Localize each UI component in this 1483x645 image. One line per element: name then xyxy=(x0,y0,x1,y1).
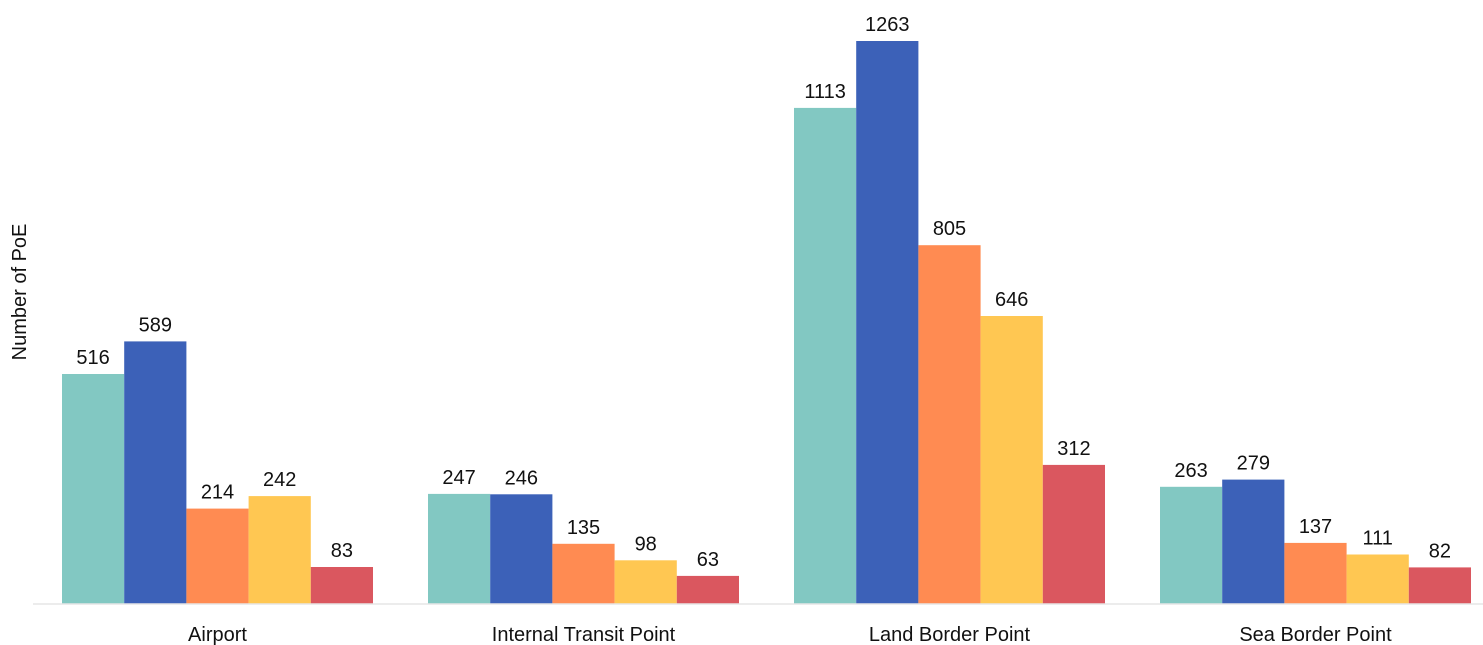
data-label: 589 xyxy=(139,314,172,336)
bar-sea-border-point-series-5 xyxy=(1408,567,1471,604)
bars-group xyxy=(62,41,1471,605)
bar-airport-series-4 xyxy=(248,496,311,604)
data-label: 646 xyxy=(995,289,1028,311)
data-label: 246 xyxy=(505,467,538,489)
data-label: 83 xyxy=(331,540,353,562)
bar-internal-transit-point-series-1 xyxy=(428,493,491,604)
data-label: 805 xyxy=(933,218,966,240)
category-label: Internal Transit Point xyxy=(492,624,676,645)
category-label: Land Border Point xyxy=(869,624,1031,645)
bar-land-border-point-series-5 xyxy=(1042,464,1105,604)
data-label: 214 xyxy=(201,482,234,504)
data-label: 247 xyxy=(442,467,475,489)
category-label: Sea Border Point xyxy=(1239,624,1392,645)
data-label: 1113 xyxy=(804,81,846,103)
data-label: 135 xyxy=(567,517,600,539)
bar-sea-border-point-series-2 xyxy=(1222,479,1285,604)
data-label: 279 xyxy=(1237,453,1270,475)
data-label: 137 xyxy=(1299,516,1332,538)
y-axis-title: Number of PoE xyxy=(9,224,31,361)
data-label: 312 xyxy=(1057,438,1090,460)
category-label: Airport xyxy=(188,624,247,645)
data-label: 1263 xyxy=(865,14,910,36)
data-label: 82 xyxy=(1429,540,1451,562)
bar-sea-border-point-series-3 xyxy=(1284,542,1347,604)
data-label: 98 xyxy=(635,533,657,555)
data-label: 111 xyxy=(1362,528,1392,550)
bar-land-border-point-series-2 xyxy=(856,41,919,604)
bar-internal-transit-point-series-2 xyxy=(490,494,553,604)
bar-sea-border-point-series-1 xyxy=(1160,486,1223,604)
bar-sea-border-point-series-4 xyxy=(1346,554,1409,604)
data-label: 242 xyxy=(263,469,296,491)
bar-land-border-point-series-4 xyxy=(980,316,1043,604)
bar-internal-transit-point-series-5 xyxy=(676,575,739,604)
value-labels-group: 516 589 214 242 83 247 246 135 98 63 1113 1263 805 64… xyxy=(76,14,1451,571)
bar-airport-series-3 xyxy=(186,508,249,604)
bar-land-border-point-series-1 xyxy=(794,107,857,605)
data-label: 516 xyxy=(76,347,109,369)
bar-internal-transit-point-series-3 xyxy=(552,543,615,604)
bar-airport-series-1 xyxy=(62,374,125,604)
data-label: 63 xyxy=(697,549,719,571)
bar-airport-series-2 xyxy=(124,341,187,604)
data-label: 263 xyxy=(1174,460,1207,482)
bar-internal-transit-point-series-4 xyxy=(614,560,677,604)
bar-airport-series-5 xyxy=(310,567,373,604)
category-labels-group: Airport Internal Transit Point Land Border… xyxy=(188,624,1392,645)
bar-land-border-point-series-3 xyxy=(918,245,981,604)
